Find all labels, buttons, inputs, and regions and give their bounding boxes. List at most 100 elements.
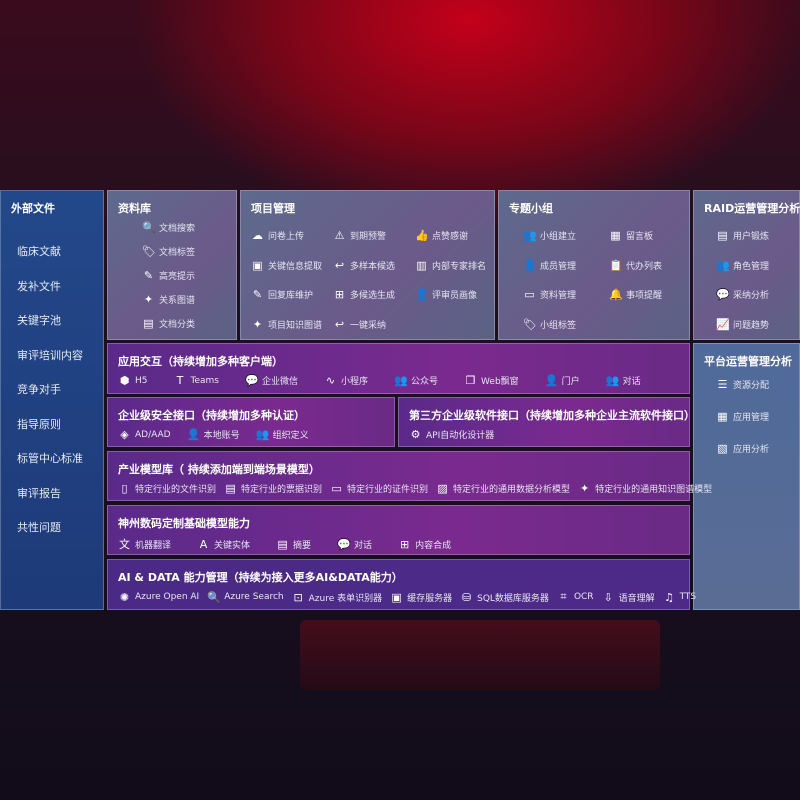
sidebar-item[interactable]: 审评报告	[17, 486, 61, 500]
feature-item[interactable]: 👤 成员管理	[523, 259, 576, 272]
feature-item[interactable]: 🔍 Azure Search	[207, 590, 283, 604]
feature-item[interactable]: ↩ 多样本候选	[333, 259, 395, 272]
feature-item[interactable]: ⛁ SQL数据库服务器	[460, 590, 549, 604]
feature-label: 特定行业的票据识别	[241, 485, 323, 495]
cloud-upload-icon: ☁	[252, 229, 263, 242]
feature-item[interactable]: ❐ Web飘窗	[464, 374, 519, 387]
openai-icon: ✺	[119, 590, 130, 604]
panel-title: 外部文件	[11, 202, 55, 215]
feature-item[interactable]: ⚠ 到期预警	[333, 229, 386, 242]
feature-item[interactable]: 👥 角色管理	[716, 259, 769, 272]
feature-label: Web飘窗	[481, 377, 519, 387]
sidebar-item[interactable]: 临床文献	[17, 245, 61, 258]
translate-icon: 文	[119, 538, 130, 551]
feature-item[interactable]: ☰ 资源分配	[716, 378, 769, 391]
feature-item[interactable]: ▧ 应用分析	[716, 442, 769, 455]
feature-item[interactable]: ▤ 用户锻炼	[716, 229, 769, 242]
sidebar-item[interactable]: 竞争对手	[17, 383, 61, 396]
feature-item[interactable]: ⬢ H5	[118, 374, 148, 387]
bbs-icon: ▦	[610, 229, 621, 242]
feature-item[interactable]: ♫ TTS	[663, 590, 696, 604]
wechat-icon: 💬	[244, 374, 259, 387]
feature-item[interactable]: 👥 组织定义	[256, 428, 309, 441]
feature-item[interactable]: ✦ 项目知识图谱	[251, 318, 322, 331]
sidebar-item[interactable]: 指导原则	[17, 417, 61, 431]
feature-item[interactable]: ∿ 小程序	[324, 374, 368, 387]
feature-item[interactable]: ↩ 一键采纳	[333, 318, 386, 331]
feature-label: 语音理解	[618, 593, 655, 604]
mini-program-icon: ∿	[325, 374, 336, 387]
feature-item[interactable]: 💬 对话	[337, 536, 372, 552]
feature-item[interactable]: ⚙ API自动化设计器	[409, 428, 495, 441]
feature-item[interactable]: 👥 对话	[606, 374, 641, 387]
feature-label: 文档标签	[159, 248, 196, 258]
users-icon: 👥	[716, 258, 730, 272]
sidebar-item[interactable]: 关键字池	[17, 314, 61, 327]
feature-label: 关键实体	[214, 540, 251, 551]
feature-item[interactable]: 📈 问题趋势	[716, 318, 769, 331]
sidebar-item[interactable]: 发补文件	[17, 279, 61, 293]
feature-item[interactable]: ✦ 特定行业的通用知识图谱模型	[578, 482, 712, 495]
feature-item[interactable]: ⌗ OCR	[557, 590, 593, 604]
database-icon: ⛁	[462, 590, 472, 604]
feature-item[interactable]: ▤ 文档分类	[142, 317, 195, 330]
feature-item[interactable]: A 关键实体	[197, 536, 250, 552]
feature-item[interactable]: 👤 本地账号	[187, 428, 240, 441]
feature-item[interactable]: T Teams	[174, 374, 219, 387]
feature-item[interactable]: 💬 采纳分析	[716, 288, 769, 301]
feature-item[interactable]: ⇩ 语音理解	[602, 590, 655, 604]
feature-item[interactable]: 👤 评审员画像	[415, 288, 477, 301]
feature-item[interactable]: ▣ 缓存服务器	[390, 590, 452, 604]
feature-label: Azure Search	[224, 592, 284, 602]
feature-item[interactable]: ▦ 应用管理	[716, 410, 769, 423]
feature-item[interactable]: ▣ 关键信息提取	[251, 259, 322, 272]
feature-item[interactable]: 💬 企业微信	[245, 374, 298, 387]
feature-item[interactable]: ✎ 回复库维护	[251, 288, 313, 301]
feature-item[interactable]: ▥ 内部专家排名	[415, 259, 486, 272]
feature-item[interactable]: 文机器翻译	[118, 536, 171, 552]
feature-item[interactable]: ▦ 留言板	[609, 229, 653, 242]
sidebar-item[interactable]: 共性问题	[17, 521, 61, 534]
tts-icon: ♫	[664, 590, 675, 604]
feature-label: 资源分配	[733, 381, 770, 391]
diamond-icon: ◈	[120, 428, 129, 441]
sidebar-item[interactable]: 审评培训内容	[17, 348, 83, 362]
feature-item[interactable]: ⊞ 多候选生成	[333, 288, 395, 301]
feature-label: 高亮提示	[159, 272, 196, 282]
html5-icon: ⬢	[119, 374, 130, 387]
feature-label: 问题趋势	[733, 320, 770, 331]
feature-label: 留言板	[626, 232, 654, 242]
feature-item[interactable]: ▯ 特定行业的文件识别	[118, 482, 216, 495]
feature-item[interactable]: ⊡ Azure 表单识别器	[292, 590, 383, 604]
feature-item[interactable]: ✎ 高亮提示	[142, 269, 195, 282]
feature-label: API自动化设计器	[426, 431, 495, 441]
feature-item[interactable]: ⊞ 内容合成	[398, 536, 451, 552]
feature-item[interactable]: 🏷 小组标签	[523, 318, 576, 331]
feature-row: 文机器翻译 A 关键实体 ▤ 摘要 💬 对话 ⊞ 内容合成	[118, 536, 451, 552]
feature-item[interactable]: 👥 小组建立	[523, 229, 576, 242]
feature-item[interactable]: ◈ AD/AAD	[118, 428, 170, 441]
feature-item[interactable]: ▭ 资料管理	[523, 288, 576, 301]
feature-item[interactable]: 📋 代办列表	[609, 259, 662, 272]
external-files-panel: 外部文件 临床文献发补文件关键字池审评培训内容 竞争对手指导原则标管中心标准 审评报…	[0, 190, 104, 610]
feature-item[interactable]: 🔔 事项提醒	[609, 288, 662, 301]
trend-icon: 📈	[716, 317, 730, 331]
tag-icon: 🏷	[523, 317, 537, 331]
feature-item[interactable]: 🏷 文档标签	[142, 245, 195, 258]
feature-item[interactable]: ▨ 特定行业的通用数据分析模型	[436, 482, 570, 495]
sidebar-item[interactable]: 标管中心标准	[17, 452, 83, 465]
feature-item[interactable]: ▭ 特定行业的证件识别	[330, 482, 428, 495]
feature-item[interactable]: ✦ 关系图谱	[142, 293, 195, 306]
feature-item[interactable]: ▤ 摘要	[276, 536, 311, 552]
feature-item[interactable]: 👤 门户	[545, 374, 580, 387]
feature-label: 公众号	[411, 377, 439, 387]
feature-item[interactable]: ▤ 特定行业的票据识别	[224, 482, 322, 495]
thirdparty-panel: 第三方企业级软件接口（持续增加多种企业主流软件接口） ⚙ API自动化设计器	[398, 397, 695, 447]
feature-item[interactable]: ✺ Azure Open AI	[118, 590, 199, 604]
feature-item[interactable]: ☁ 问卷上传	[251, 229, 304, 242]
users-icon: 👥	[394, 374, 408, 387]
feature-label: 采纳分析	[733, 291, 770, 301]
feature-item[interactable]: 🔍 文档搜索	[142, 221, 195, 234]
feature-item[interactable]: 👥 公众号	[394, 374, 438, 387]
feature-item[interactable]: 👍 点赞感谢	[415, 229, 468, 242]
